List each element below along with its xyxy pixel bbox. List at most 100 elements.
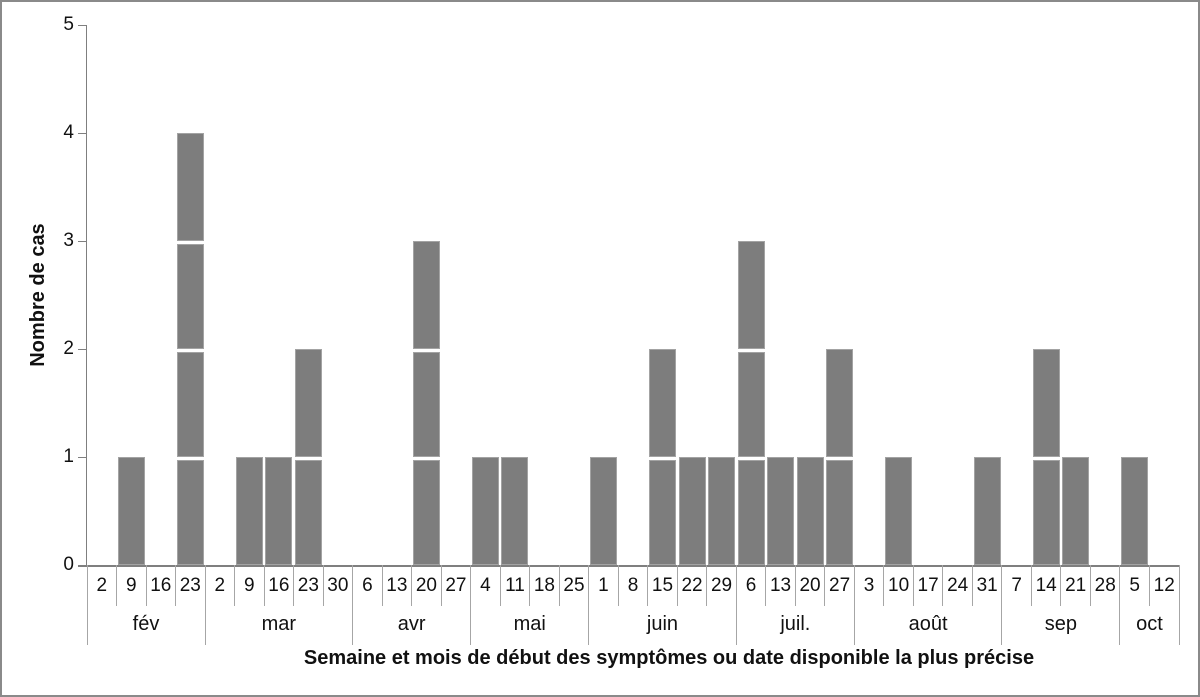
week-label: 18 — [533, 575, 555, 596]
week-separator — [883, 565, 885, 606]
month-label: avr — [397, 613, 426, 635]
week-separator — [971, 565, 973, 606]
week-separator — [175, 565, 177, 606]
bar-block — [589, 457, 617, 565]
bar-block — [678, 457, 706, 565]
month-separator — [204, 565, 206, 645]
month-label: août — [908, 613, 948, 635]
month-label: juin — [646, 613, 679, 635]
week-separator — [145, 565, 147, 606]
bar-block — [176, 244, 204, 349]
week-separator — [411, 565, 413, 606]
week-label: 30 — [327, 575, 349, 596]
bar-block — [737, 241, 765, 349]
bar-block — [767, 457, 795, 565]
week-separator — [558, 565, 560, 606]
week-label: 14 — [1035, 575, 1057, 596]
week-label: 27 — [829, 575, 851, 596]
week-label: 9 — [244, 575, 255, 596]
bar-block — [176, 133, 204, 241]
bar-block — [1121, 457, 1149, 565]
week-separator — [765, 565, 767, 606]
week-label: 2 — [214, 575, 226, 596]
week-label: 4 — [480, 575, 491, 596]
bar-block — [1032, 460, 1060, 565]
week-separator — [647, 565, 649, 606]
bar-block — [265, 457, 293, 565]
bar-block — [294, 460, 322, 565]
bar-block — [176, 460, 204, 565]
y-tick-label: 2 — [63, 338, 74, 359]
week-label: 12 — [1153, 575, 1175, 596]
week-label: 21 — [1065, 575, 1087, 596]
week-separator — [676, 565, 678, 606]
week-label: 15 — [651, 575, 674, 596]
week-label: 28 — [1094, 575, 1116, 596]
week-separator — [1030, 565, 1032, 606]
month-separator — [588, 565, 590, 645]
week-separator — [1089, 565, 1091, 606]
month-separator — [1178, 565, 1180, 645]
bar-block — [737, 460, 765, 565]
month-label: mar — [261, 613, 297, 635]
week-separator — [1060, 565, 1062, 606]
bar-block — [412, 241, 440, 349]
week-label: 3 — [863, 575, 875, 596]
week-label: 7 — [1011, 575, 1022, 596]
bar-block — [1062, 457, 1090, 565]
month-label: mai — [513, 613, 546, 635]
bar-block — [708, 457, 736, 565]
week-label: 1 — [598, 575, 609, 596]
bar-block — [117, 457, 145, 565]
y-tick-label: 5 — [63, 14, 74, 35]
week-separator — [293, 565, 295, 606]
bar-block — [649, 460, 676, 565]
week-separator — [440, 565, 442, 606]
week-label: 8 — [627, 575, 639, 596]
y-tick — [78, 24, 87, 26]
week-separator — [381, 565, 383, 606]
week-label: 6 — [745, 575, 757, 596]
y-tick-label: 1 — [63, 446, 74, 467]
week-label: 24 — [947, 575, 969, 596]
week-label: 25 — [563, 575, 585, 596]
week-separator — [1148, 565, 1150, 606]
month-separator — [470, 565, 472, 645]
bar-block — [176, 352, 204, 457]
week-separator — [263, 565, 265, 606]
week-separator — [824, 565, 826, 606]
month-label: juil. — [780, 613, 811, 635]
bar-block — [885, 457, 913, 565]
month-separator — [1001, 565, 1003, 645]
week-separator — [912, 565, 914, 606]
y-tick — [78, 348, 87, 350]
x-axis-line — [78, 565, 1179, 567]
bar-block — [796, 457, 824, 565]
week-separator — [617, 565, 619, 606]
week-label: 9 — [125, 575, 137, 596]
bar-block — [826, 460, 854, 565]
week-label: 10 — [888, 575, 910, 596]
bar-block — [235, 457, 263, 565]
week-label: 31 — [976, 575, 998, 596]
y-tick — [78, 240, 87, 242]
month-separator — [853, 565, 855, 645]
month-separator — [86, 565, 88, 645]
week-label: 23 — [297, 575, 319, 596]
x-axis-title: Semaine et mois de début des symptômes o… — [303, 647, 1035, 669]
bar-block — [737, 352, 765, 457]
week-label: 2 — [96, 575, 108, 596]
y-tick — [78, 132, 87, 134]
week-label: 20 — [415, 575, 437, 596]
week-label: 11 — [505, 575, 525, 596]
week-label: 22 — [681, 575, 703, 596]
week-label: 13 — [386, 575, 408, 596]
week-label: 16 — [268, 575, 290, 596]
bar-block — [973, 457, 1001, 565]
week-separator — [234, 565, 236, 606]
y-axis-line — [85, 25, 87, 565]
week-separator — [706, 565, 708, 606]
bar-block — [826, 349, 854, 457]
y-tick — [78, 456, 87, 458]
month-separator — [352, 565, 354, 645]
